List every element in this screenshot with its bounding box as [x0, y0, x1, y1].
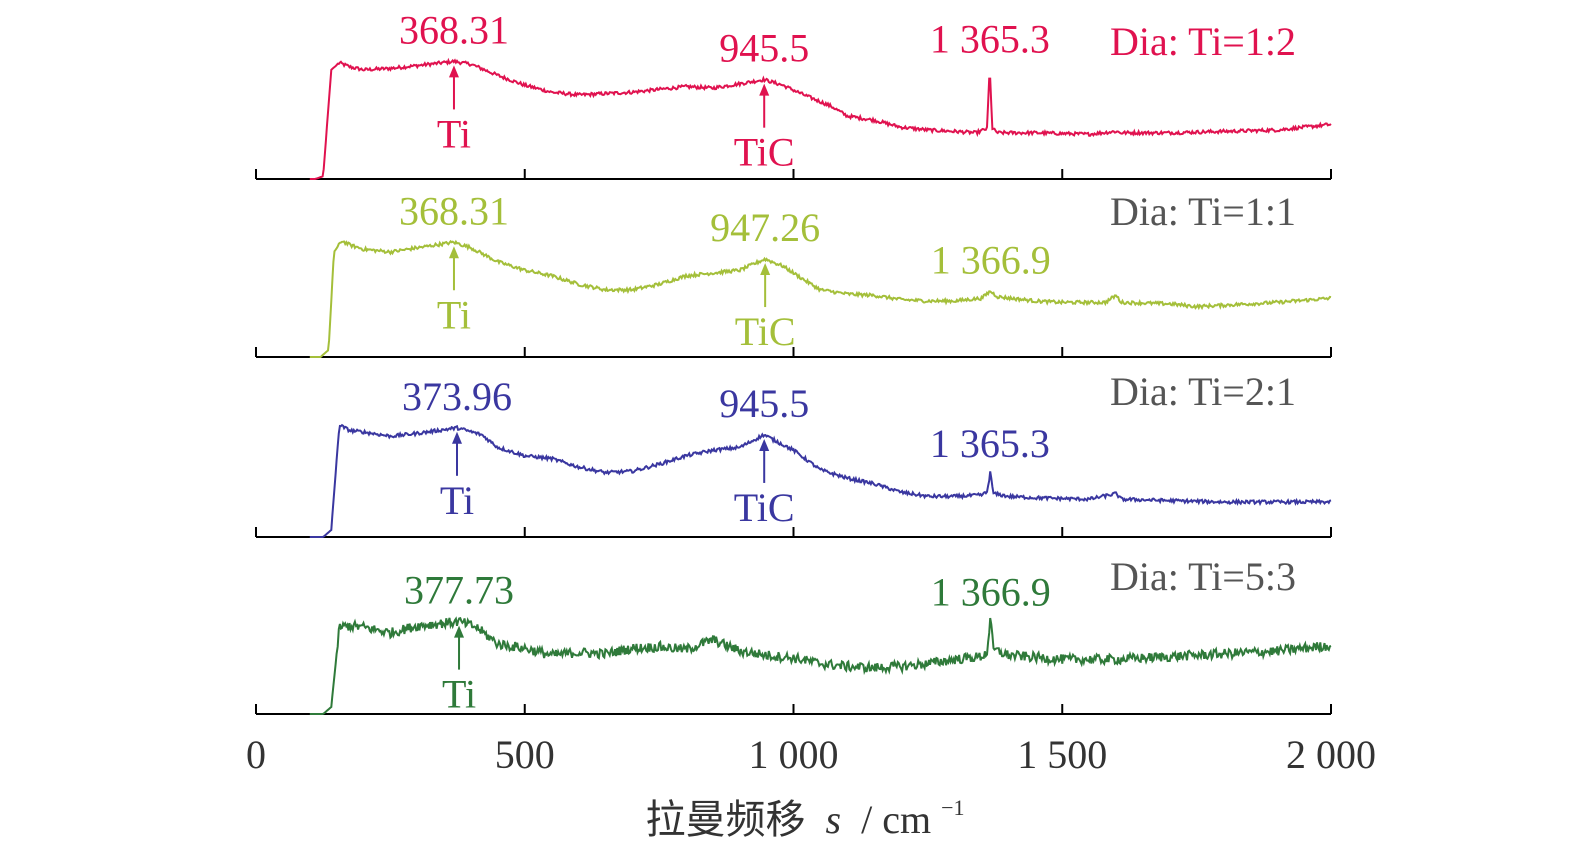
peak-arrow-head	[759, 438, 770, 451]
x-axis: 0 500 1 000 1 500 2 000	[246, 732, 1376, 777]
peak-value-label: 373.96	[402, 374, 512, 419]
series-label: Dia: Ti=1:2	[1110, 19, 1296, 64]
peak-arrow-head	[760, 263, 771, 276]
peak-value-label: 1 365.3	[930, 17, 1050, 62]
series-label: Dia: Ti=1:1	[1110, 189, 1296, 234]
peak-value-label: 947.26	[710, 205, 820, 250]
peak-value-label: 368.31	[399, 7, 509, 52]
phase-label: TiC	[734, 130, 795, 175]
peak-arrow-head	[759, 83, 770, 96]
phase-label: TiC	[735, 309, 796, 354]
spectrum-panel: Dia: Ti=1:2 368.31 Ti 945.5 TiC 1 365.3	[255, 7, 1332, 180]
spectrum-line	[309, 423, 1332, 538]
peak-value-label: 377.73	[404, 568, 514, 613]
x-tick-label: 0	[246, 732, 266, 777]
peak-value-label: 945.5	[719, 381, 809, 426]
peak-arrow-head	[452, 431, 463, 444]
series-label: Dia: Ti=5:3	[1110, 554, 1296, 599]
spectrum-line	[309, 57, 1332, 180]
x-axis-label: 拉曼频移 s / cm −1	[646, 795, 965, 842]
x-axis-label-exponent: −1	[941, 795, 964, 820]
x-axis-label-unit: / cm	[861, 797, 931, 842]
x-axis-label-text: 拉曼频移	[646, 797, 806, 842]
phase-label: Ti	[437, 111, 471, 156]
phase-label: Ti	[442, 672, 476, 717]
peak-arrow-head	[448, 65, 459, 78]
x-tick-label: 1 000	[749, 732, 839, 777]
peak-value-label: 1 366.9	[931, 238, 1051, 283]
spectrum-panel: Dia: Ti=5:3 377.73 Ti 1 366.9	[255, 554, 1332, 717]
peak-value-label: 945.5	[719, 26, 809, 71]
spectrum-panel: Dia: Ti=2:1 373.96 Ti 945.5 TiC 1 365.3	[255, 369, 1332, 538]
x-axis-label-variable: s	[826, 797, 842, 842]
peak-arrow-head	[448, 246, 459, 259]
x-tick-label: 500	[495, 732, 555, 777]
series-label: Dia: Ti=2:1	[1110, 369, 1296, 414]
x-tick-label: 2 000	[1286, 732, 1376, 777]
peak-value-label: 1 366.9	[931, 569, 1051, 614]
phase-label: Ti	[437, 292, 471, 337]
peak-value-label: 1 365.3	[930, 421, 1050, 466]
peak-value-label: 368.31	[399, 188, 509, 233]
x-tick-label: 1 500	[1017, 732, 1107, 777]
spectrum-line	[309, 616, 1332, 715]
peak-arrow-head	[454, 625, 465, 638]
phase-label: TiC	[734, 485, 795, 530]
phase-label: Ti	[440, 478, 474, 523]
spectrum-line	[309, 239, 1332, 358]
spectrum-panel: Dia: Ti=1:1 368.31 Ti 947.26 TiC 1 366.9	[255, 188, 1332, 358]
